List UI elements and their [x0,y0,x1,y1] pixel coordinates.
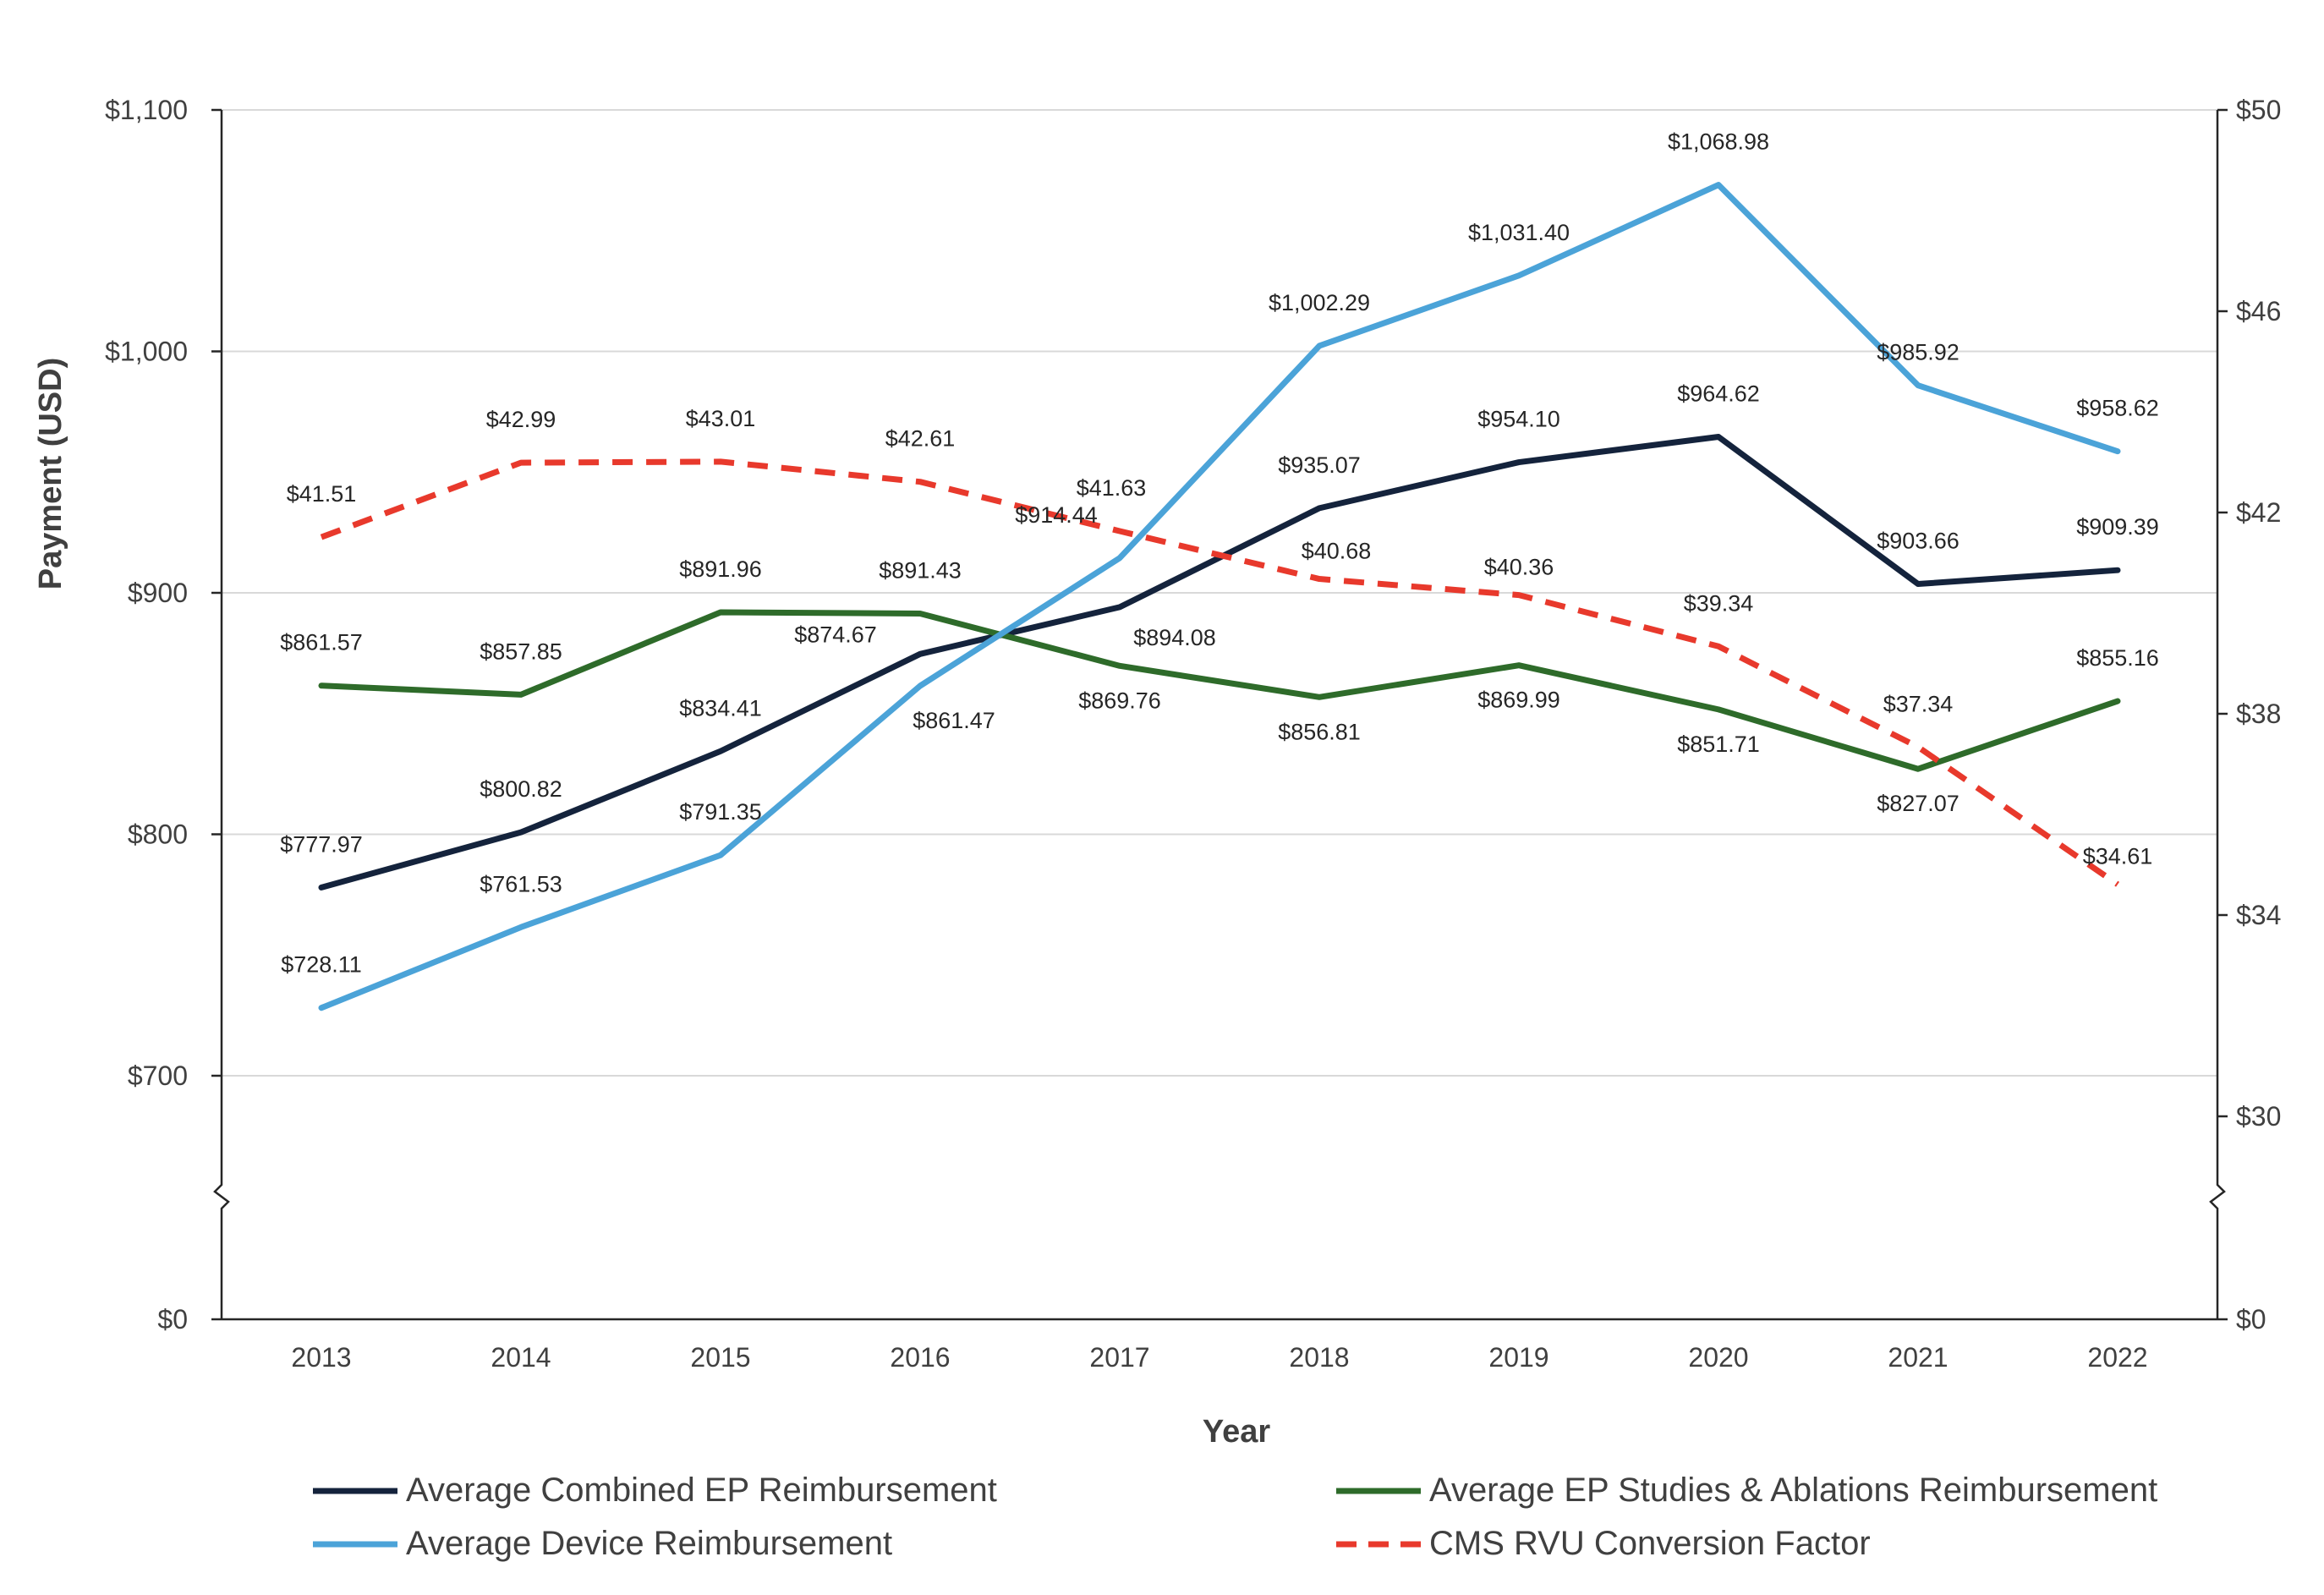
data-label: $909.39 [2076,514,2159,540]
data-label: $777.97 [280,831,363,857]
data-label: $861.47 [913,708,995,733]
series-line-3 [318,182,2121,1011]
data-label: $861.57 [280,630,363,655]
data-label: $855.16 [2076,645,2159,671]
data-label: $1,068.98 [1668,129,1769,155]
left-tick-label: $0 [157,1304,188,1335]
data-label: $37.34 [1883,691,1954,716]
data-label: $964.62 [1677,381,1760,407]
gridlines [222,109,2217,1077]
data-label: $869.99 [1477,688,1560,713]
data-label: $39.34 [1684,590,1754,616]
data-label: $761.53 [480,871,562,896]
x-tick-label: 2022 [2087,1342,2147,1373]
data-label: $856.81 [1278,719,1361,744]
data-label: $874.67 [794,622,877,647]
x-tick-label: 2019 [1488,1342,1548,1373]
data-label: $42.99 [486,407,556,432]
data-label: $891.96 [679,556,762,582]
data-label: $914.44 [1015,502,1098,528]
data-label: $827.07 [1877,791,1960,816]
data-label: $728.11 [281,952,362,978]
right-tick-label: $30 [2236,1101,2281,1132]
data-label: $40.36 [1484,555,1554,580]
data-label: $857.85 [480,639,562,664]
data-label: $800.82 [480,776,562,802]
left-axis-ticks: $0 $700 $800 $900 $1,000 $1,100 [105,95,222,1335]
x-tick-label: 2017 [1089,1342,1149,1373]
left-tick-label: $800 [128,819,188,850]
legend-label: Average Combined EP Reimbursement [406,1472,997,1509]
y-axis-title: Payment (USD) [33,358,69,590]
data-label: $954.10 [1477,407,1560,432]
data-labels: $777.97 $800.82 $834.41 $874.67 $894.08 $935.… [280,129,2159,978]
right-tick-label: $46 [2236,296,2281,326]
x-tick-label: 2013 [291,1342,351,1373]
legend-label: Average EP Studies & Ablations Reimburse… [1429,1472,2157,1509]
data-label: $958.62 [2076,396,2159,421]
right-tick-label: $34 [2236,900,2281,930]
legend: Average Combined EP Reimbursement Average… [313,1472,2157,1562]
left-tick-label: $700 [128,1061,188,1091]
left-tick-label: $900 [128,578,188,608]
data-label: $985.92 [1877,340,1960,365]
data-label: $834.41 [679,695,762,721]
data-label: $41.51 [287,481,357,507]
data-label: $894.08 [1133,625,1216,650]
data-label: $891.43 [879,557,962,583]
series-line-2 [318,609,2121,772]
data-label: $935.07 [1278,452,1361,478]
series-lines [318,182,2121,1011]
data-label: $41.63 [1077,475,1147,501]
data-label: $1,002.29 [1269,290,1370,315]
x-tick-label: 2021 [1888,1342,1948,1373]
axes [213,110,2226,1321]
right-tick-label: $38 [2236,699,2281,729]
left-tick-label: $1,100 [105,95,188,125]
x-tick-label: 2014 [491,1342,551,1373]
series-line-4 [320,458,2119,887]
right-tick-label: $42 [2236,497,2281,528]
data-label: $791.35 [679,799,762,825]
data-label: $903.66 [1877,529,1960,554]
right-axis-ticks: $0 $30 $34 $38 $42 $46 $50 [2217,95,2281,1335]
data-label: $42.61 [885,426,956,452]
data-label: $40.68 [1302,539,1372,564]
right-axis-line [2209,110,2226,1319]
data-label: $34.61 [2083,844,2153,869]
data-label: $1,031.40 [1468,220,1570,245]
data-label: $869.76 [1078,688,1161,713]
left-tick-label: $1,000 [105,337,188,367]
x-tick-label: 2020 [1688,1342,1748,1373]
right-tick-label: $50 [2236,95,2281,125]
right-tick-label: $0 [2236,1304,2266,1335]
series-line-1 [318,434,2121,891]
legend-label: Average Device Reimbursement [406,1525,892,1562]
x-axis-title: Year [1203,1414,1271,1450]
legend-label: CMS RVU Conversion Factor [1429,1525,1871,1562]
data-label: $43.01 [686,406,756,431]
x-axis-ticks: 2013 2014 2015 2016 2017 2018 2019 2020 2021 2022 [291,1342,2147,1373]
x-tick-label: 2015 [690,1342,750,1373]
x-tick-label: 2018 [1289,1342,1349,1373]
data-label: $851.71 [1677,732,1760,757]
x-tick-label: 2016 [890,1342,950,1373]
left-axis-line [213,110,230,1319]
